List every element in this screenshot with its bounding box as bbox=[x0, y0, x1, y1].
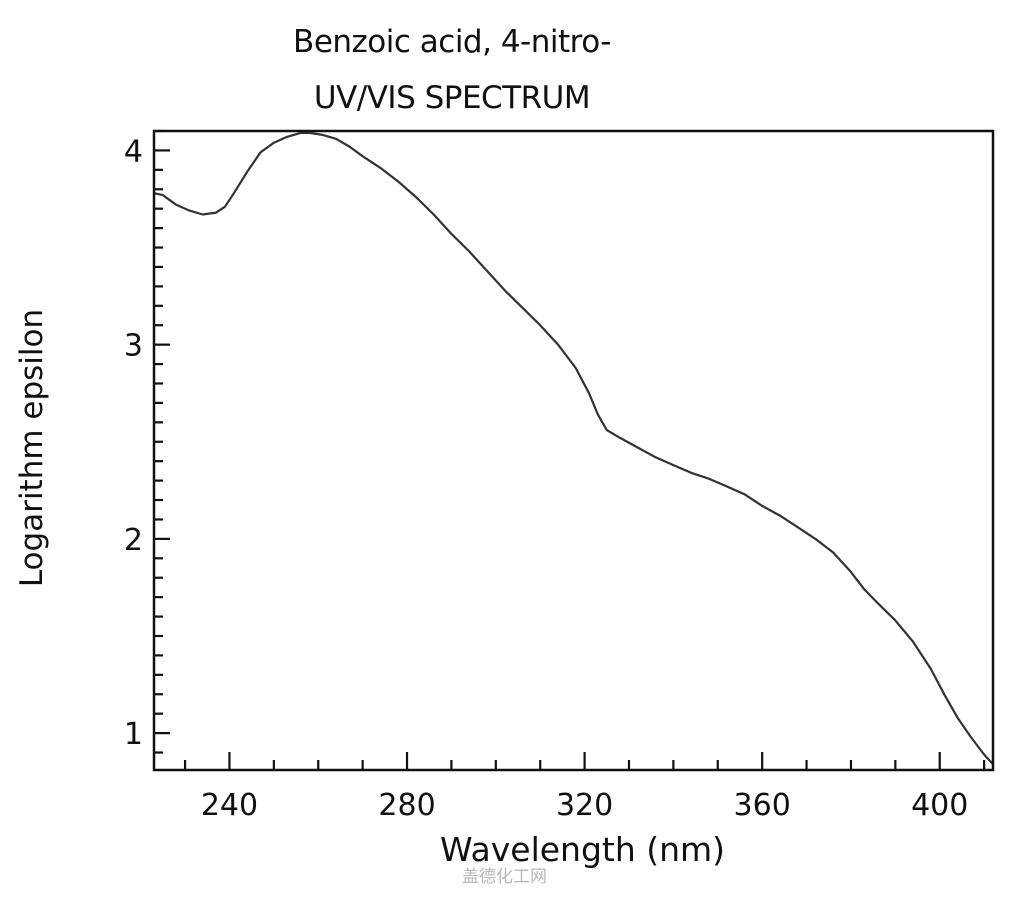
watermark-text: 盖德化工网 bbox=[462, 867, 547, 887]
spectrum-line bbox=[153, 131, 994, 765]
x-tick-label: 240 bbox=[201, 788, 258, 823]
x-axis-ticks bbox=[183, 752, 986, 770]
chart-title-compound: Benzoic acid, 4-nitro- bbox=[293, 24, 611, 60]
x-axis-tick-labels: 240 280 320 360 400 bbox=[201, 788, 969, 823]
y-axis-tick-labels: 1 2 3 4 bbox=[124, 134, 143, 752]
x-tick-label: 280 bbox=[378, 788, 435, 823]
y-tick-label: 1 bbox=[124, 717, 143, 752]
x-tick-label: 400 bbox=[911, 788, 968, 823]
y-tick-label: 4 bbox=[124, 134, 143, 169]
x-tick-label: 320 bbox=[556, 788, 613, 823]
chart-title-spectrum: UV/VIS SPECTRUM bbox=[313, 80, 591, 116]
y-tick-label: 3 bbox=[124, 329, 143, 364]
x-tick-label: 360 bbox=[734, 788, 791, 823]
y-axis-ticks bbox=[154, 129, 170, 754]
y-axis-label: Logarithm epsilon bbox=[14, 308, 50, 588]
y-tick-label: 2 bbox=[124, 523, 143, 558]
plot-frame bbox=[152, 129, 995, 772]
x-axis-label: Wavelength (nm) bbox=[440, 830, 726, 869]
